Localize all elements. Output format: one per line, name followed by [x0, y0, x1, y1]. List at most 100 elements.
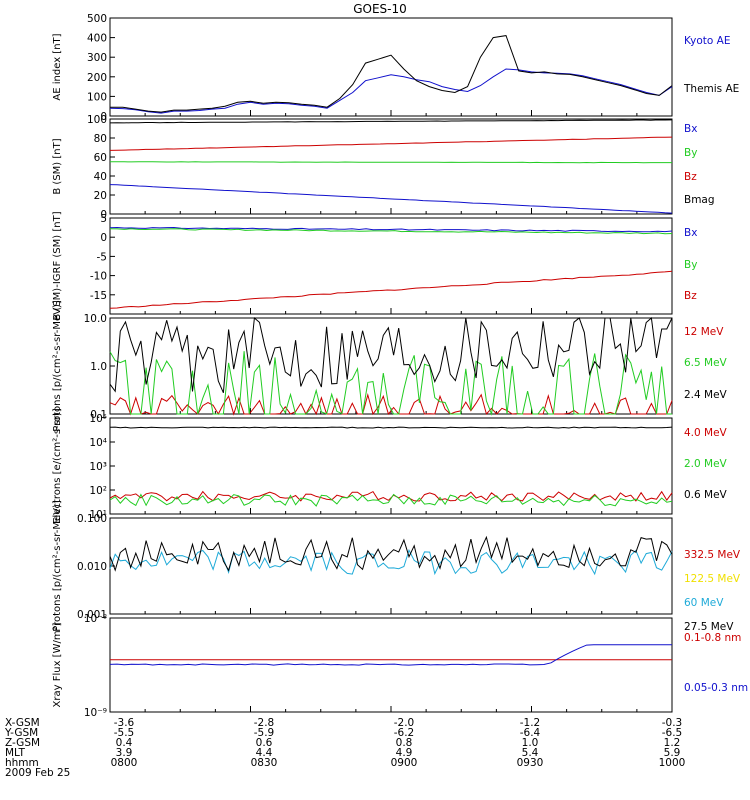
y-axis-label: B (SM) [nT] — [52, 138, 63, 194]
series-2.4-mev — [109, 316, 673, 393]
panel-4: 0.1 1.0 10.0 Protons [p/(cm²-s-sr-MeV)] 12 M… — [52, 300, 728, 432]
legend-entry: Bmag — [684, 194, 715, 206]
legend-entry: 12 MeV — [684, 326, 724, 338]
legend-entry: 4.0 MeV — [684, 427, 728, 439]
series-themis-ae — [110, 35, 673, 113]
y-tick-label: 60 — [94, 152, 107, 164]
legend-entry: 60 MeV — [684, 597, 724, 609]
footer-value: -0.3 — [662, 717, 683, 729]
series-60-mev — [109, 548, 673, 576]
series-bx — [109, 226, 673, 233]
y-tick-label: 100 — [87, 91, 107, 103]
series-6.5-mev — [109, 351, 672, 416]
footer-value: -6.4 — [520, 727, 541, 739]
legend-entry: 2.4 MeV — [684, 389, 728, 401]
y-tick-label: 10⁵ — [89, 413, 107, 425]
y-tick-label: 0.010 — [77, 561, 107, 573]
y-tick-label: 300 — [87, 52, 107, 64]
y-axis-label: Electrons [e/(cm²-s-sr)] — [52, 408, 63, 524]
y-tick-label: 0.100 — [77, 513, 107, 525]
footer-value: 1000 — [659, 757, 686, 769]
footer-value: -5.9 — [254, 727, 275, 739]
series-bmag — [109, 119, 673, 124]
y-tick-label: 400 — [87, 33, 107, 45]
legend-entry: 6.5 MeV — [684, 357, 728, 369]
footer-row-label: MLT — [5, 747, 25, 759]
series-by — [109, 228, 673, 235]
footer-value: 0930 — [517, 757, 544, 769]
legend-entry: 332.5 MeV — [684, 549, 741, 561]
y-tick-label: 5 — [100, 213, 107, 225]
y-axis-label: AE index [nT] — [52, 33, 63, 100]
series-27.5-mev — [109, 535, 673, 572]
y-tick-label: 100 — [87, 114, 107, 126]
y-tick-label: 10¹ — [89, 509, 107, 521]
panel-frame — [109, 317, 673, 415]
footer-value: -1.2 — [520, 717, 541, 729]
legend-entry: 27.5 MeV — [684, 621, 734, 633]
y-tick-label: 10.0 — [84, 313, 107, 325]
series-bz — [109, 270, 673, 309]
panel-5: 10¹ 10² 10³ 10⁴ 10⁵ Electrons [e/(cm²-s-sr)] 4… — [52, 408, 728, 524]
panel-2: 0 20 40 60 80 100 B (SM) [nT] Bx By Bz Bmag — [52, 114, 715, 221]
legend-entry: Bz — [684, 290, 697, 302]
footer-value: -5.5 — [114, 727, 135, 739]
legend-entry: Themis AE — [683, 83, 739, 95]
footer-value: 5.4 — [522, 747, 539, 759]
y-tick-label: 0 — [100, 232, 107, 244]
y-tick-label: 40 — [94, 171, 107, 183]
y-tick-label: 10³ — [89, 461, 107, 473]
legend-entry: Bx — [684, 123, 697, 135]
footer-row-label: X-GSM — [5, 717, 40, 729]
y-tick-label: 10⁴ — [89, 437, 107, 449]
y-tick-label: 10² — [89, 485, 107, 497]
y-axis-label: Protons [p/(cm²-s-sr-MeV)] — [52, 300, 63, 432]
series-12-mev — [109, 392, 673, 416]
y-tick-label: -5 — [97, 251, 107, 263]
y-axis-label: Protons [p/(cm²-s-sr-MeV)] — [52, 500, 63, 632]
legend-entry: 0.1-0.8 nm — [684, 632, 741, 644]
series-by — [109, 161, 672, 164]
figure-title: GOES-10 — [353, 2, 407, 16]
y-tick-label: 0.001 — [77, 609, 107, 621]
footer-value: 0800 — [111, 757, 138, 769]
y-tick-label: 10⁻⁹ — [84, 707, 107, 719]
footer-value: 0.6 — [256, 737, 273, 749]
series-bx — [109, 184, 673, 214]
legend-entry: 0.05-0.3 nm — [684, 682, 748, 694]
footer-value: 3.9 — [116, 747, 133, 759]
footer-value: 4.4 — [256, 747, 273, 759]
y-axis-label: Xray Flux [W/m²] — [52, 622, 63, 707]
y-tick-label: 10⁻⁸ — [84, 613, 107, 625]
footer-value: -6.5 — [662, 727, 683, 739]
footer-value: 4.9 — [396, 747, 413, 759]
legend-entry: Bz — [684, 171, 697, 183]
legend-entry: Kyoto AE — [684, 35, 730, 47]
y-tick-label: 1.0 — [90, 361, 107, 373]
legend-entry: 2.0 MeV — [684, 458, 728, 470]
series-bz — [109, 136, 673, 151]
footer-value: 1.2 — [664, 737, 681, 749]
legend-entry: 122.5 MeV — [684, 573, 741, 585]
panel-frame — [109, 217, 673, 315]
panel-frame — [109, 17, 673, 117]
y-tick-label: 80 — [94, 133, 107, 145]
footer-value: 1.0 — [522, 737, 539, 749]
y-tick-label: 0 — [100, 209, 107, 221]
legend-entry: 0.6 MeV — [684, 489, 728, 501]
y-tick-label: 200 — [87, 72, 107, 84]
y-tick-label: -10 — [90, 271, 107, 283]
y-tick-label: 0 — [100, 111, 107, 123]
y-axis-label: B (SM)-IGRF (SM) [nT] — [52, 211, 63, 320]
footer-group: X-GSM -3.6 -2.8 -2.0 -1.2 -0.3 Y-GSM -5.5 -5.9 -6… — [4, 717, 685, 769]
footer-value: -3.6 — [114, 717, 135, 729]
footer-value: -2.0 — [394, 717, 415, 729]
series-kyoto-ae — [109, 68, 673, 114]
legend-entry: By — [684, 259, 697, 271]
footer-value: -6.2 — [394, 727, 415, 739]
footer-value: 0.4 — [116, 737, 133, 749]
